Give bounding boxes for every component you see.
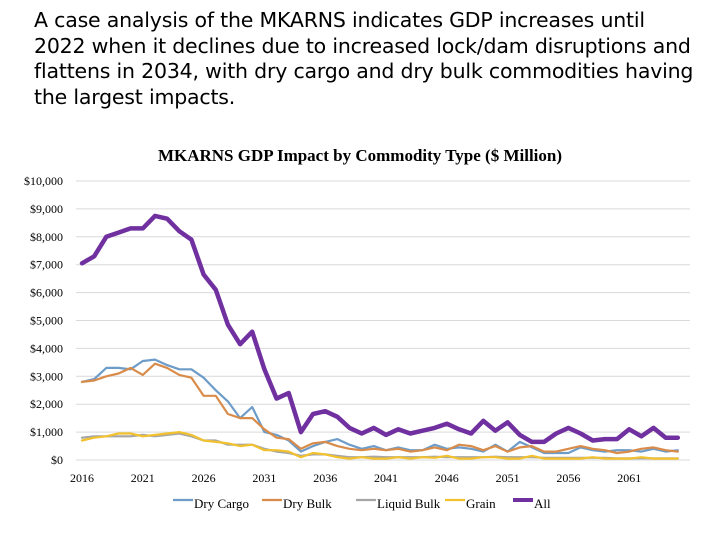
x-tick-label: 2061 — [617, 471, 641, 485]
x-tick-label: 2036 — [313, 471, 337, 485]
y-tick-label: $7,000 — [30, 258, 63, 272]
x-axis-tick-labels: 2016 2021 2026 2031 2036 2041 2046 2051 2056 2061 — [70, 471, 641, 485]
x-tick-label: 2021 — [131, 471, 155, 485]
legend-label: Liquid Bulk — [377, 496, 441, 511]
y-tick-label: $6,000 — [30, 286, 63, 300]
x-tick-label: 2051 — [496, 471, 520, 485]
y-tick-label: $4,000 — [30, 341, 63, 355]
x-tick-label: 2026 — [192, 471, 216, 485]
slide-title: A case analysis of the MKARNS indicates … — [34, 8, 694, 109]
y-tick-label: $0 — [51, 453, 63, 467]
series-line-grain — [80, 431, 679, 460]
series-line-all — [79, 213, 681, 445]
x-tick-label: 2031 — [252, 471, 276, 485]
y-tick-label: $2,000 — [30, 397, 63, 411]
x-tick-label: 2056 — [556, 471, 580, 485]
x-tick-label: 2046 — [435, 471, 459, 485]
legend-label: Dry Cargo — [194, 496, 249, 511]
y-tick-label: $10,000 — [24, 174, 63, 188]
y-tick-label: $3,000 — [30, 369, 63, 383]
y-tick-label: $1,000 — [30, 425, 63, 439]
x-tick-label: 2041 — [374, 471, 398, 485]
x-tick-label: 2016 — [70, 471, 94, 485]
y-tick-label: $5,000 — [30, 314, 63, 328]
series-line-dry-bulk — [80, 362, 679, 455]
y-tick-label: $8,000 — [30, 230, 63, 244]
legend: Dry Cargo Dry Bulk Liquid Bulk Grain All — [173, 496, 551, 511]
legend-label: Grain — [466, 496, 496, 511]
series-lines — [79, 213, 681, 460]
legend-label: Dry Bulk — [283, 496, 332, 511]
grid-lines — [76, 180, 690, 461]
chart-title: MKARNS GDP Impact by Commodity Type ($ M… — [157, 146, 563, 165]
y-tick-label: $9,000 — [30, 202, 63, 216]
legend-label: All — [534, 496, 551, 511]
series-line-dry-cargo — [80, 358, 679, 455]
y-axis-tick-labels: $0 $1,000 $2,000 $3,000 $4,000 $5,000 $6,000 $7… — [24, 174, 63, 467]
